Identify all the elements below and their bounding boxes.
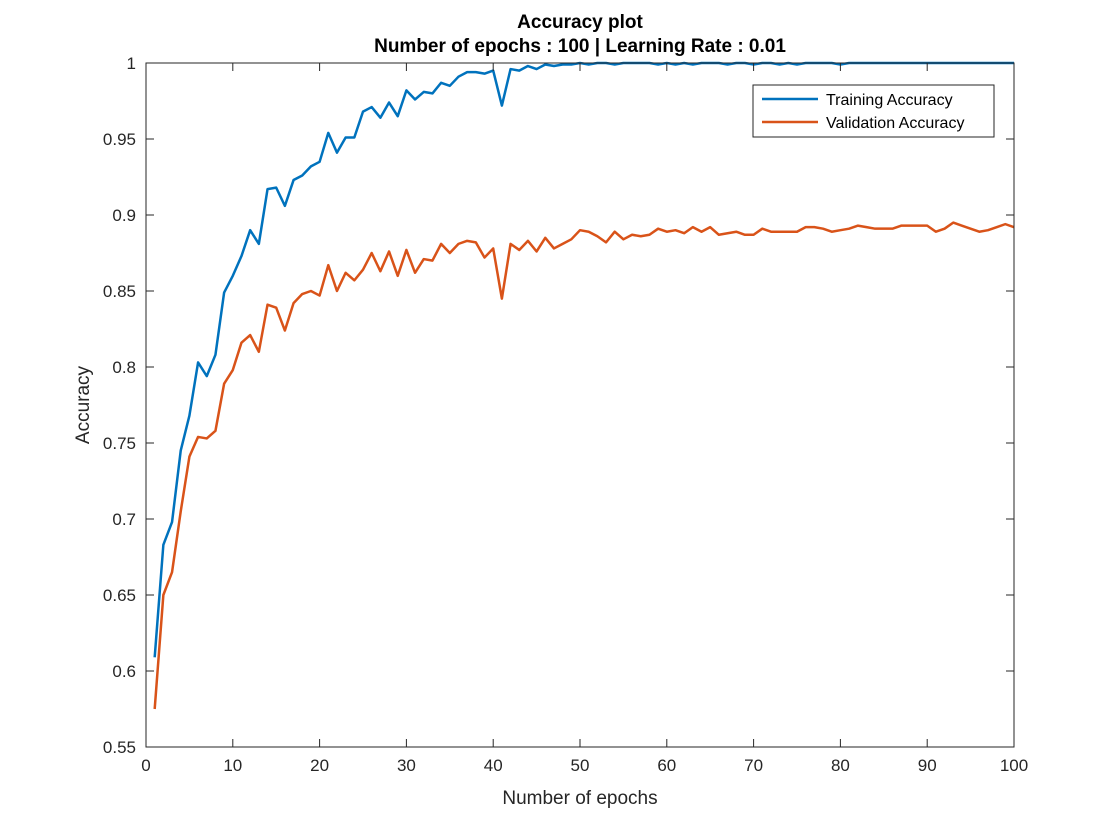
- chart-subtitle: Number of epochs : 100 | Learning Rate :…: [374, 36, 786, 57]
- plot-area: [146, 63, 1014, 747]
- y-tick-label: 0.75: [103, 434, 136, 453]
- x-axis-label: Number of epochs: [502, 788, 657, 809]
- legend: Training Accuracy Validation Accuracy: [752, 84, 995, 138]
- y-tick-label: 0.85: [103, 282, 136, 301]
- x-tick-label: 20: [310, 756, 329, 775]
- y-tick-label: 0.7: [112, 510, 136, 529]
- x-tick-label: 50: [571, 756, 590, 775]
- tick-layer: 0 10 20 30 40 50 60 70 80 90 100 0.55 0.6 0.65 0.7 0.75…: [103, 54, 1028, 775]
- x-tick-label: 70: [744, 756, 763, 775]
- y-tick-label: 0.6: [112, 662, 136, 681]
- x-tick-label: 40: [484, 756, 503, 775]
- x-tick-label: 60: [657, 756, 676, 775]
- x-tick-label: 90: [918, 756, 937, 775]
- x-tick-label: 10: [223, 756, 242, 775]
- series-line-validation: [153, 221, 1015, 710]
- x-tick-label: 100: [1000, 756, 1028, 775]
- y-tick-label: 0.8: [112, 358, 136, 377]
- chart-title: Accuracy plot: [517, 12, 643, 33]
- legend-label-validation: Validation Accuracy: [826, 115, 964, 132]
- y-tick-label: 0.55: [103, 738, 136, 757]
- legend-label-training: Training Accuracy: [826, 92, 953, 109]
- y-tick-label: 0.95: [103, 130, 136, 149]
- y-axis-label: Accuracy: [73, 365, 94, 444]
- x-tick-label: 80: [831, 756, 850, 775]
- y-tick-label: 1: [127, 54, 136, 73]
- x-tick-label: 0: [141, 756, 150, 775]
- legend-box: [752, 84, 995, 138]
- y-tick-label: 0.9: [112, 206, 136, 225]
- x-tick-label: 30: [397, 756, 416, 775]
- y-tick-label: 0.65: [103, 586, 136, 605]
